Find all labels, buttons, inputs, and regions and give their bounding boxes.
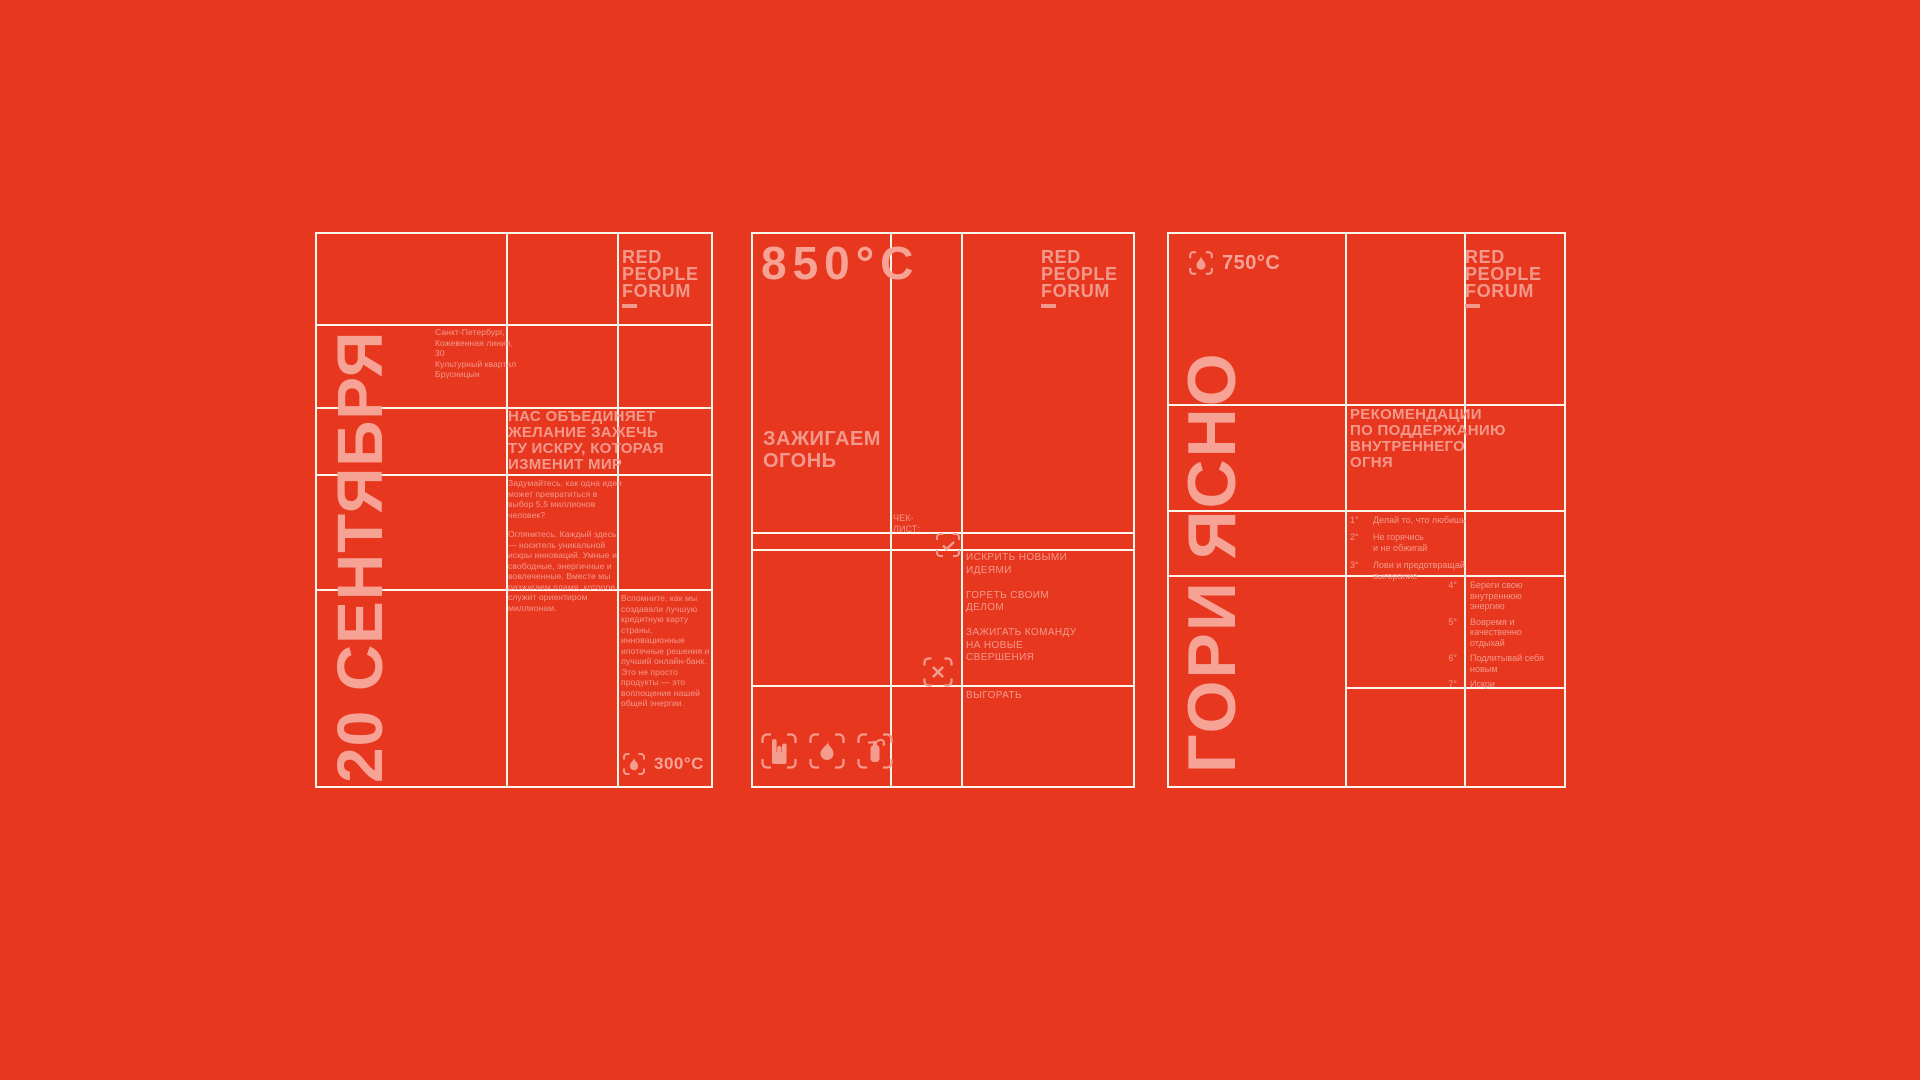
- grid-line: [317, 474, 711, 476]
- logo-underscore: [622, 304, 637, 308]
- recommendations-list-bottom: 4° Береги свою внутреннюю энергию 5° Вов…: [1427, 580, 1567, 695]
- logo-underscore: [1041, 304, 1056, 308]
- red-people-forum-logo: RED PEOPLE FORUM: [622, 247, 699, 308]
- grid-line: [1169, 404, 1564, 406]
- body-paragraph: Задумайтесь, как одна идея может преврат…: [508, 478, 622, 520]
- poster3-headline: РЕКОМЕНДАЦИИ ПО ПОДДЕРЖАНИЮ ВНУТРЕННЕГО …: [1350, 406, 1506, 471]
- temperature-badge: 750°C: [1188, 250, 1280, 276]
- poster1-headline: НАС ОБЪЕДИНЯЕТ ЖЕЛАНИЕ ЗАЖЕЧЬ ТУ ИСКРУ, …: [508, 408, 664, 473]
- poster-september-date: RED PEOPLE FORUM Санкт-Петербург, Кожеве…: [315, 232, 713, 788]
- recommendation-text: Лови и предотвращай выгорание: [1373, 560, 1465, 581]
- grid-line: [317, 589, 711, 591]
- poster1-body: Задумайтесь, как одна идея может преврат…: [508, 478, 625, 613]
- red-people-forum-logo: RED PEOPLE FORUM: [1041, 247, 1118, 308]
- flame-bracket-icon: [1189, 251, 1213, 275]
- grid-line: [617, 234, 619, 786]
- logo-text: RED PEOPLE FORUM: [622, 247, 699, 301]
- recommendation-number: 1°: [1350, 515, 1359, 525]
- body-paragraph: Оглянитесь. Каждый здесь — носитель уник…: [508, 529, 617, 613]
- logo-underscore: [1465, 304, 1480, 308]
- recommendation-item: 3° Лови и предотвращай выгорание: [1350, 560, 1530, 582]
- recommendation-number: 5°: [1448, 616, 1457, 627]
- recommendation-item: 5° Вовремя и качественно отдыхай: [1427, 617, 1567, 649]
- recommendation-text: Подлитывай себя новым: [1470, 653, 1544, 674]
- recommendation-number: 2°: [1350, 532, 1359, 542]
- grid-line: [1345, 687, 1564, 689]
- recommendation-number: 3°: [1350, 560, 1359, 570]
- check-icon: [936, 533, 960, 557]
- checklist-do-items: ИСКРИТЬ НОВЫМИ ИДЕЯМИ ГОРЕТЬ СВОИМ ДЕЛОМ…: [966, 552, 1077, 663]
- temperature-badge: 300°C: [622, 752, 704, 776]
- grid-line: [753, 549, 1133, 551]
- checklist-dont-item: ВЫГОРАТЬ: [966, 690, 1022, 701]
- recommendations-list-top: 1° Делай то, что любишь 2° Не горячись и…: [1350, 515, 1530, 588]
- recommendation-item: 2° Не горячись и не обжигай: [1350, 532, 1530, 554]
- x-icon: [923, 657, 953, 687]
- temperature-value: 750°C: [1222, 251, 1281, 274]
- temperature-display: 850°C: [761, 237, 920, 289]
- red-people-forum-logo: RED PEOPLE FORUM: [1465, 247, 1542, 308]
- recommendation-text: Делай то, что любишь: [1373, 515, 1466, 525]
- poster1-body-secondary: Вспомните, как мы создавали лучшую креди…: [621, 593, 710, 708]
- grid-line: [753, 685, 1133, 687]
- recommendation-text: Береги свою внутреннюю энергию: [1470, 580, 1523, 611]
- recommendation-number: 6°: [1448, 653, 1457, 663]
- recommendation-item: 1° Делай то, что любишь: [1350, 515, 1530, 526]
- logo-text: RED PEOPLE FORUM: [1041, 247, 1118, 301]
- checklist-label: ЧЕК- ЛИСТ:: [893, 513, 921, 534]
- poster-checklist: 850°C RED PEOPLE FORUM ЗАЖИГАЕМ ОГОНЬ ЧЕ…: [751, 232, 1135, 788]
- poster2-headline: ЗАЖИГАЕМ ОГОНЬ: [763, 428, 881, 472]
- grid-line: [317, 324, 711, 326]
- recommendation-item: 7° Искри: [1427, 679, 1567, 690]
- recommendation-text: Вовремя и качественно отдыхай: [1470, 616, 1522, 648]
- recommendation-text: Не горячись и не обжигай: [1373, 532, 1428, 553]
- recommendation-item: 6° Подлитывай себя новым: [1427, 653, 1567, 674]
- flame-icon: [809, 733, 845, 769]
- poster-recommendations: 750°C RED PEOPLE FORUM ГОРИ ЯСНО РЕКОМЕН…: [1167, 232, 1566, 788]
- venue-address: Санкт-Петербург, Кожевенная линия, 30 Ку…: [435, 327, 517, 379]
- flame-bracket-icon: [623, 753, 645, 775]
- recommendation-text: Искри: [1470, 679, 1495, 689]
- spirit-icons-row: [760, 732, 894, 770]
- rock-hand-icon: [761, 733, 797, 769]
- temperature-value: 300°C: [654, 754, 704, 773]
- recommendation-number: 7°: [1448, 679, 1457, 689]
- recommendation-number: 4°: [1448, 580, 1457, 590]
- grid-line: [1169, 510, 1564, 512]
- grid-line: [890, 234, 892, 786]
- fire-extinguisher-icon: [857, 733, 893, 769]
- logo-text: RED PEOPLE FORUM: [1465, 247, 1542, 301]
- grid-line: [317, 407, 711, 409]
- grid-line: [506, 234, 508, 786]
- recommendation-item: 4° Береги свою внутреннюю энергию: [1427, 580, 1567, 612]
- grid-line: [1169, 575, 1564, 577]
- grid-line: [961, 234, 963, 786]
